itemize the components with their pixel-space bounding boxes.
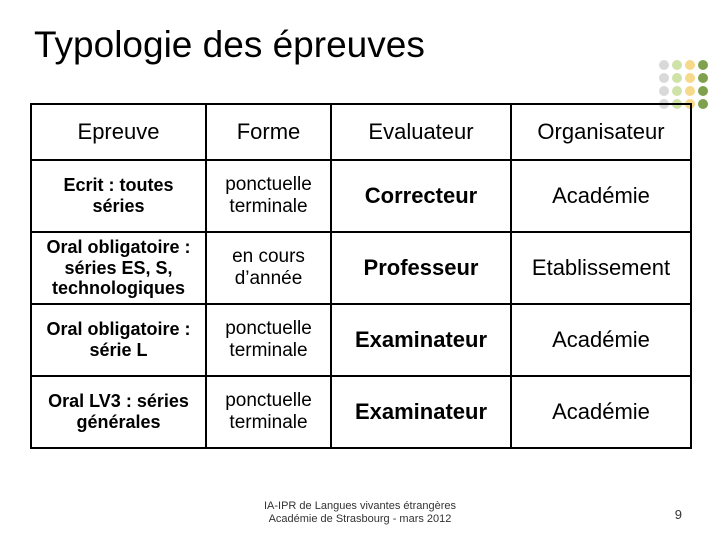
cell-epreuve: Oral obligatoire : série L xyxy=(31,304,206,376)
table-row: Oral obligatoire : série L ponctuelle te… xyxy=(31,304,691,376)
table-row: Oral obligatoire : séries ES, S, technol… xyxy=(31,232,691,304)
table-row: Ecrit : toutes séries ponctuelle termina… xyxy=(31,160,691,232)
cell-forme: en cours d’année xyxy=(206,232,331,304)
decor-dot xyxy=(685,86,695,96)
decor-dot xyxy=(659,73,669,83)
cell-epreuve: Oral LV3 : séries générales xyxy=(31,376,206,448)
decor-dot xyxy=(698,73,708,83)
decor-dot xyxy=(685,73,695,83)
col-header-evaluateur: Evaluateur xyxy=(331,104,511,160)
decor-dot xyxy=(698,86,708,96)
decor-dot xyxy=(672,60,682,70)
decor-dot xyxy=(659,86,669,96)
footer-line1: IA-IPR de Langues vivantes étrangères xyxy=(264,500,456,512)
footer-text: IA-IPR de Langues vivantes étrangères Ac… xyxy=(0,500,720,526)
cell-evaluateur: Correcteur xyxy=(331,160,511,232)
slide-title: Typologie des épreuves xyxy=(34,24,425,66)
corner-dot-grid xyxy=(659,60,708,109)
cell-epreuve: Oral obligatoire : séries ES, S, technol… xyxy=(31,232,206,304)
decor-dot xyxy=(698,60,708,70)
cell-evaluateur: Examinateur xyxy=(331,304,511,376)
decor-dot xyxy=(685,60,695,70)
cell-organisateur: Etablissement xyxy=(511,232,691,304)
decor-dot xyxy=(659,60,669,70)
table-header-row: Epreuve Forme Evaluateur Organisateur xyxy=(31,104,691,160)
decor-dot xyxy=(672,86,682,96)
footer-line2: Académie de Strasbourg - mars 2012 xyxy=(269,513,452,525)
cell-forme: ponctuelle terminale xyxy=(206,376,331,448)
page-number: 9 xyxy=(675,507,682,522)
cell-organisateur: Académie xyxy=(511,304,691,376)
cell-forme: ponctuelle terminale xyxy=(206,160,331,232)
cell-evaluateur: Professeur xyxy=(331,232,511,304)
col-header-forme: Forme xyxy=(206,104,331,160)
cell-evaluateur: Examinateur xyxy=(331,376,511,448)
cell-organisateur: Académie xyxy=(511,160,691,232)
decor-dot xyxy=(698,99,708,109)
epreuves-table: Epreuve Forme Evaluateur Organisateur Ec… xyxy=(30,103,692,449)
col-header-organisateur: Organisateur xyxy=(511,104,691,160)
cell-organisateur: Académie xyxy=(511,376,691,448)
col-header-epreuve: Epreuve xyxy=(31,104,206,160)
slide: Typologie des épreuves Epreuve Forme Eva… xyxy=(0,0,720,540)
decor-dot xyxy=(672,73,682,83)
cell-epreuve: Ecrit : toutes séries xyxy=(31,160,206,232)
table-row: Oral LV3 : séries générales ponctuelle t… xyxy=(31,376,691,448)
cell-forme: ponctuelle terminale xyxy=(206,304,331,376)
